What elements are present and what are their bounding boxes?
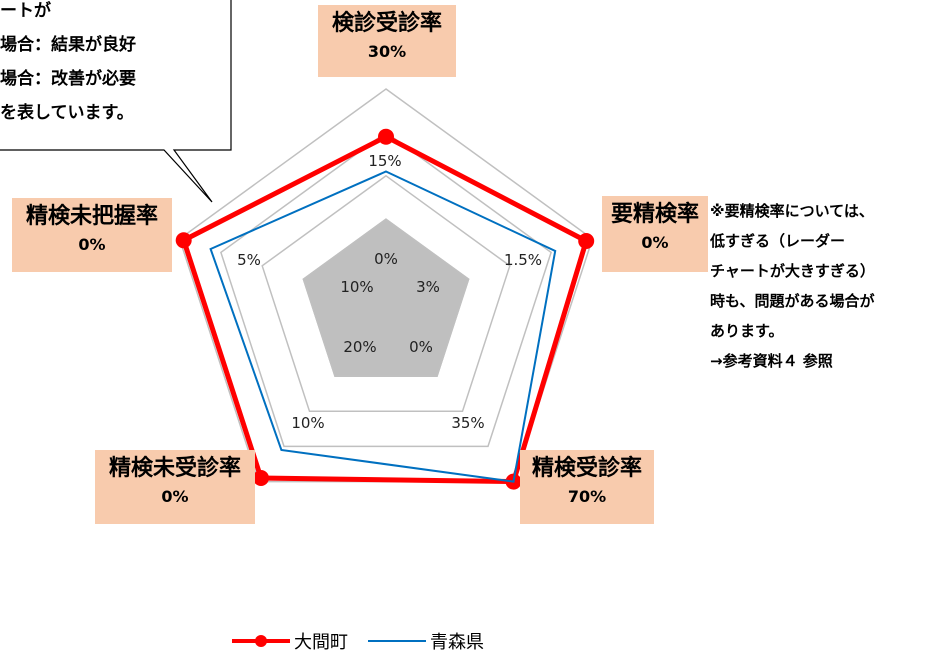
legend-label: 大間町 — [294, 632, 348, 653]
callout-box: ートが 場合：結果が良好 場合：改善が必要 を表しています。 — [0, 0, 231, 150]
note-line: チャートが大きすぎる） — [710, 262, 875, 280]
series-line-0 — [180, 133, 590, 485]
tick-label-2-0: 35% — [451, 414, 484, 432]
callout-line: 場合：結果が良好 — [0, 35, 136, 55]
note-line: 時も、問題がある場合が — [710, 292, 875, 310]
grid-ring-1 — [261, 174, 511, 413]
series-point-0-4 — [175, 232, 192, 249]
callout-line: を表しています。 — [0, 103, 134, 123]
tick-label-1-0: 1.5% — [504, 251, 542, 269]
axis-name: 精検未把握率 — [25, 204, 158, 229]
axis-value: 0% — [641, 233, 669, 252]
grid-center-fill — [302, 218, 470, 377]
note-line: 低すぎる（レーダー — [710, 232, 846, 250]
legend-marker-red — [232, 635, 290, 647]
axis-name: 精検未受診率 — [108, 456, 241, 481]
tick-label-4-1: 10% — [340, 278, 373, 296]
series-point-0-3 — [253, 470, 269, 486]
axis-value: 70% — [567, 487, 607, 506]
radar-series — [175, 128, 595, 490]
axis-name: 検診受診率 — [331, 11, 442, 36]
series-point-0-1 — [578, 233, 595, 249]
tick-label-1-1: 3% — [416, 278, 440, 296]
tick-label-3-0: 10% — [291, 414, 324, 432]
axis-name: 精検受診率 — [531, 456, 642, 481]
legend-label: 青森県 — [430, 632, 484, 653]
tick-label-0-1: 0% — [374, 250, 398, 268]
series-line-1 — [209, 170, 557, 483]
axis-label-no-followup-rate: 精検未受診率 0% — [95, 450, 255, 524]
side-note: ※要精検率については、 低すぎる（レーダー チャートが大きすぎる） 時も、問題が… — [710, 196, 875, 376]
tick-label-3-1: 20% — [343, 338, 376, 356]
axis-name: 要精検率 — [610, 202, 699, 227]
axis-value: 30% — [367, 42, 407, 61]
tick-label-2-1: 0% — [409, 338, 433, 356]
axis-label-recall-rate: 要精検率 0% — [602, 196, 708, 272]
series-point-0-0 — [378, 128, 394, 145]
legend-item-aomori: 青森県 — [368, 628, 484, 654]
callout-line: 場合：改善が必要 — [0, 69, 136, 89]
axis-value: 0% — [161, 487, 189, 506]
tick-labels: 15%0% 1.5%3%35%0%10%20%5%10% — [237, 152, 542, 432]
callout-pointer — [0, 0, 232, 203]
legend-item-omamachi: 大間町 — [232, 628, 348, 654]
note-line: ※要精検率については、 — [710, 202, 874, 220]
axis-label-followup-rate: 精検受診率 70% — [520, 450, 654, 524]
note-line: あります。 — [710, 322, 784, 340]
tick-label-4-0: 5% — [237, 251, 261, 269]
note-line: →参考資料４ 参照 — [710, 352, 833, 370]
tick-label-0-0: 15% — [368, 152, 401, 170]
grid-ring-0 — [302, 218, 470, 377]
legend: 大間町 青森県 — [232, 628, 504, 654]
axis-label-screening-rate: 検診受診率 30% — [318, 5, 456, 77]
axis-label-unknown-followup-rate: 精検未把握率 0% — [12, 198, 172, 272]
legend-marker-blue — [368, 640, 426, 642]
callout-line: ートが — [0, 1, 51, 21]
axis-value: 0% — [78, 235, 106, 254]
